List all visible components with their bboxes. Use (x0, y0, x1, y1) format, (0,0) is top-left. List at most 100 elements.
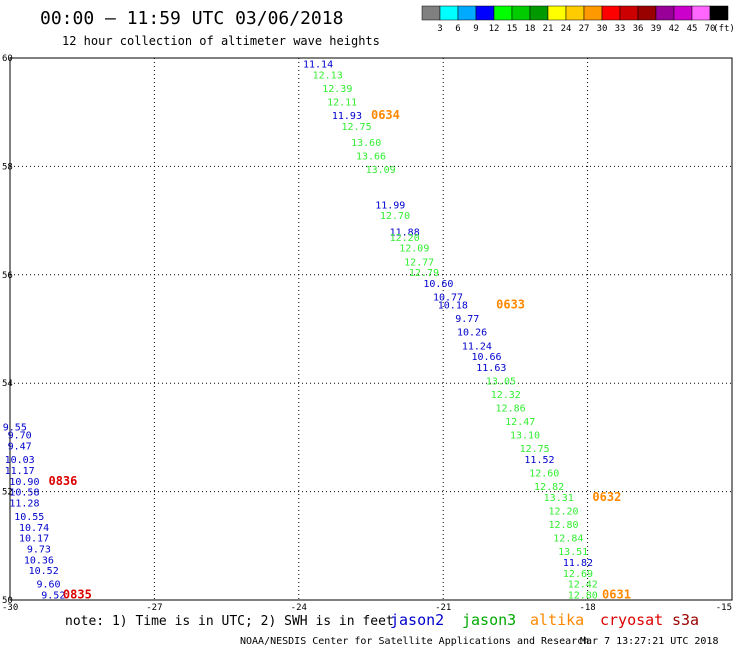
grid (9, 57, 733, 601)
swh-value-jason3: 12.11 (327, 97, 357, 108)
scale-label: 36 (633, 24, 644, 34)
scale-label: 45 (687, 24, 698, 34)
scale-label: 42 (669, 24, 680, 34)
scale-label: 39 (651, 24, 662, 34)
scale-swatch (601, 5, 621, 21)
swh-value-jason3: 13.10 (510, 431, 540, 442)
swh-value-jason3: 12.47 (505, 417, 535, 428)
x-tick-label: -18 (579, 603, 595, 613)
y-tick-label: 50 (2, 596, 13, 606)
swh-value-jason2: 10.74 (19, 523, 49, 534)
swh-value-jason2: 10.66 (471, 352, 501, 363)
scale-swatch (529, 5, 549, 21)
scale-label: 33 (615, 24, 626, 34)
swh-value-jason2: 9.47 (8, 442, 32, 453)
swh-value-jason2: 9.52 (41, 591, 65, 602)
swh-value-jason2: 11.99 (375, 200, 405, 211)
pass-time-label: 0633 (496, 298, 525, 312)
swh-value-jason2: 10.52 (29, 566, 59, 577)
swh-value-jason2: 11.24 (462, 341, 492, 352)
pass-time-label: 0835 (63, 588, 92, 602)
swh-value-jason2: 11.88 (390, 227, 420, 238)
scale-swatch (475, 5, 495, 21)
scale-label: 9 (473, 24, 478, 34)
swh-value-jason2: 10.26 (457, 328, 487, 339)
swh-value-jason3: 12.70 (380, 211, 410, 222)
swh-value-jason3: 12.60 (529, 469, 559, 480)
x-tick-label: -24 (291, 603, 307, 613)
legend-s3a: s3a (672, 611, 699, 629)
scale-swatch (457, 5, 477, 21)
scale-swatch (439, 5, 459, 21)
swh-value-jason3: 12.82 (534, 482, 564, 493)
swh-value-jason2: 10.77 (433, 292, 463, 303)
scale-label: 15 (507, 24, 518, 34)
x-tick-label: -21 (435, 603, 451, 613)
swh-value-jason3: 12.32 (491, 390, 521, 401)
scale-swatch (673, 5, 693, 21)
swh-value-jason2: 10.90 (9, 477, 39, 488)
swh-value-jason3: 12.86 (496, 404, 526, 415)
chart-title: 00:00 – 11:59 UTC 03/06/2018 (40, 8, 343, 29)
scale-label: 3 (437, 24, 442, 34)
swh-value-jason2: 10.36 (24, 555, 54, 566)
scale-label: 70 (705, 24, 716, 34)
swh-value-jason2: 10.03 (5, 455, 35, 466)
y-tick-label: 56 (2, 271, 13, 281)
swh-value-jason3: 12.09 (399, 244, 429, 255)
swh-value-jason3: 13.05 (486, 376, 516, 387)
color-scale: 3 6 9 12 15 18 21 24 27 30 33 36 39 42 45 70(ft) (421, 5, 735, 34)
pass-time-label: 0836 (48, 474, 77, 488)
swh-value-jason3: 12.84 (553, 534, 583, 545)
scale-swatch (547, 5, 567, 21)
swh-value-jason2: 9.55 (3, 423, 27, 434)
legend-jason3: jason3 (462, 611, 516, 629)
swh-value-jason3: 12.77 (404, 257, 434, 268)
swh-value-jason3: 13.60 (351, 138, 381, 149)
swh-value-jason2: 10.55 (14, 512, 44, 523)
swh-value-jason2: 10.17 (19, 534, 49, 545)
swh-value-jason2: 10.60 (423, 279, 453, 290)
x-tick-label: -30 (2, 603, 18, 613)
scale-label: 21 (543, 24, 554, 34)
y-tick-label: 60 (2, 54, 13, 64)
swh-value-jason3: 12.13 (313, 70, 343, 81)
swh-value-jason3: 12.42 (568, 580, 598, 591)
swh-value-jason3: 12.39 (322, 84, 352, 95)
scale-swatch (619, 5, 639, 21)
pass-time-label: 0634 (371, 108, 400, 122)
legend-cryosat: cryosat (600, 611, 663, 629)
scale-swatch (691, 5, 711, 21)
footer-note: note: 1) Time is in UTC; 2) SWH is in fe… (65, 614, 394, 629)
scale-swatch (493, 5, 513, 21)
swh-value-jason3: 13.51 (558, 547, 588, 558)
scale-swatch (709, 5, 729, 21)
scale-swatch (637, 5, 657, 21)
swh-value-jason3: 12.20 (548, 507, 578, 518)
pass-labels: 0634 0633 0632 0631 0836 0835 (48, 108, 630, 602)
footer-timestamp: Mar 7 13:27:21 UTC 2018 (580, 636, 718, 647)
scale-unit: (ft) (713, 24, 735, 34)
swh-value-jason2: 11.82 (563, 558, 593, 569)
footer-credit: NOAA/NESDIS Center for Satellite Applica… (240, 636, 589, 647)
y-axis-ticks: 50 52 54 56 58 60 (2, 54, 13, 606)
scale-label: 24 (561, 24, 572, 34)
chart-subtitle: 12 hour collection of altimeter wave hei… (62, 34, 380, 48)
swh-value-jason2: 11.14 (303, 59, 333, 70)
swh-value-jason2: 10.18 (438, 301, 468, 312)
swh-value-jason3: 12.69 (563, 569, 593, 580)
scale-swatch (511, 5, 531, 21)
x-axis-ticks: -30 -27 -24 -21 -18 -15 (2, 603, 732, 613)
x-tick-label: -27 (146, 603, 162, 613)
scale-swatch (583, 5, 603, 21)
y-tick-label: 52 (2, 488, 13, 498)
swh-value-jason3: 12.79 (409, 268, 439, 279)
scale-label: 18 (525, 24, 536, 34)
scale-swatch (565, 5, 585, 21)
swh-value-jason3: 12.80 (548, 520, 578, 531)
x-tick-label: -15 (716, 603, 732, 613)
y-tick-label: 54 (2, 379, 13, 389)
y-tick-label: 58 (2, 162, 13, 172)
swh-value-jason3: 13.31 (544, 493, 574, 504)
